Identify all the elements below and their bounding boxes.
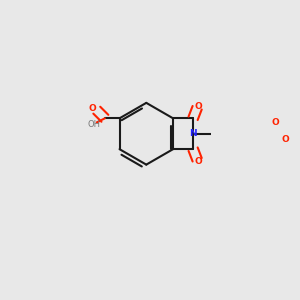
Text: N: N: [189, 129, 197, 138]
Text: O: O: [271, 118, 279, 127]
Text: O: O: [89, 104, 97, 113]
Text: O: O: [194, 157, 202, 166]
Text: O: O: [194, 102, 202, 111]
Text: OH: OH: [87, 120, 100, 129]
Text: O: O: [281, 135, 289, 144]
